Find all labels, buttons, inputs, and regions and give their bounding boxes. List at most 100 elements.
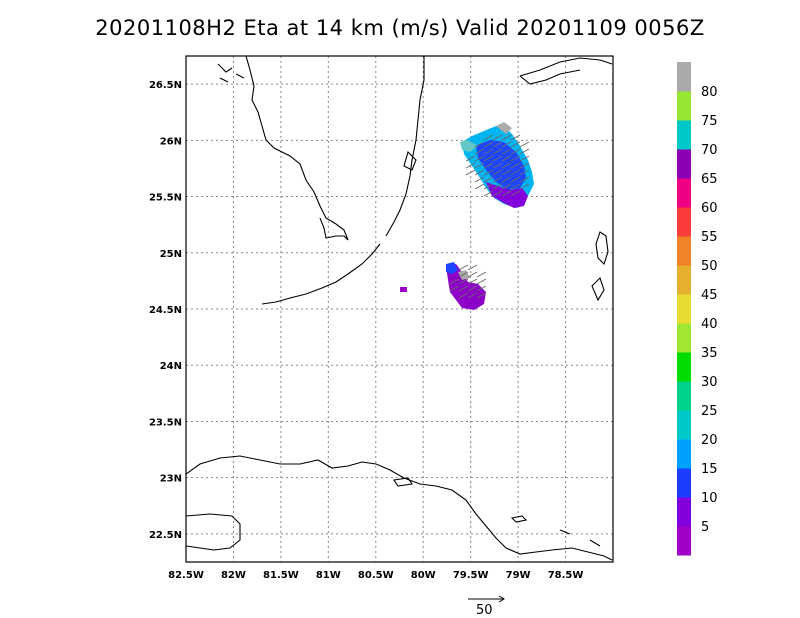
colorbar-label: 40 — [701, 317, 718, 332]
reference-vector-arrowhead — [498, 595, 505, 603]
wind-vector — [501, 162, 512, 169]
wind-vector — [449, 285, 460, 292]
wind-vector — [501, 155, 512, 162]
map-grid — [186, 56, 613, 562]
wind-vector — [492, 176, 503, 183]
wind-vector — [492, 155, 503, 162]
wind-vector — [519, 169, 530, 176]
colorbar: 5 10 15 20 25 30 35 40 45 50 55 60 65 70 75 80 — [677, 62, 718, 556]
wind-vector — [476, 278, 487, 285]
lat-tick-label: 25.5N — [149, 193, 182, 204]
wind-vector — [519, 141, 530, 148]
lat-tick-label: 23.5N — [149, 417, 182, 428]
wind-vector — [483, 169, 494, 176]
wind-vector — [458, 278, 469, 285]
colorbar-label: 55 — [701, 230, 718, 245]
wind-vector — [501, 141, 512, 148]
gulf-coast-marks — [217, 63, 245, 83]
wind-vector — [501, 134, 512, 141]
wind-vector — [483, 183, 494, 190]
wind-vector — [501, 183, 512, 190]
lon-tick-label: 82.5W — [168, 570, 204, 581]
wind-vector — [458, 285, 469, 292]
wind-vectors — [449, 134, 530, 299]
lat-tick-label: 25N — [160, 249, 182, 260]
wind-vector — [501, 176, 512, 183]
florida-coast — [245, 56, 349, 241]
wind-vector — [476, 292, 487, 299]
colorbar-segment — [677, 352, 691, 382]
colorbar-label: 60 — [701, 201, 718, 216]
lon-tick-label: 81W — [316, 570, 341, 581]
wind-vector — [483, 190, 494, 197]
colorbar-segment — [677, 294, 691, 324]
wind-spot-west — [400, 287, 407, 292]
wind-vector — [483, 155, 494, 162]
wind-vector — [483, 141, 494, 148]
wind-vector — [510, 134, 521, 141]
wind-vector — [465, 169, 476, 176]
lon-tick-label: 79W — [506, 570, 531, 581]
colorbar-segment — [677, 91, 691, 121]
wind-cluster-north-fringe — [496, 122, 512, 134]
andros-island — [595, 231, 609, 266]
colorbar-segment — [677, 323, 691, 353]
wind-vector — [510, 141, 521, 148]
colorbar-segment — [677, 236, 691, 266]
wind-vector — [492, 134, 503, 141]
colorbar-segment — [677, 207, 691, 237]
colorbar-segment — [677, 149, 691, 179]
wind-vector — [474, 141, 485, 148]
florida-keys — [261, 243, 381, 305]
wind-vector — [465, 155, 476, 162]
lon-tick-label: 80.5W — [358, 570, 394, 581]
lake-okeechobee — [403, 150, 417, 171]
wind-vector — [492, 190, 503, 197]
colorbar-segment — [677, 526, 691, 556]
colorbar-label: 25 — [701, 404, 718, 419]
wind-vector — [467, 278, 478, 285]
colorbar-label: 80 — [701, 85, 718, 100]
wind-vector — [483, 134, 494, 141]
wind-vector — [474, 176, 485, 183]
lon-tick-label: 81.5W — [263, 570, 299, 581]
colorbar-segment — [677, 178, 691, 208]
colorbar-segment — [677, 265, 691, 295]
wind-vector — [492, 148, 503, 155]
wind-vector — [449, 278, 460, 285]
wind-vector — [483, 162, 494, 169]
wind-vector — [458, 264, 469, 271]
lat-tick-label: 24.5N — [149, 305, 182, 316]
wind-vector — [465, 162, 476, 169]
wind-vector — [510, 148, 521, 155]
isle-of-youth — [186, 513, 241, 551]
wind-vector — [519, 162, 530, 169]
latitude-labels: 26.5N 26N 25.5N 25N 24.5N 24N 23.5N 23N 22.5N — [149, 80, 182, 541]
colorbar-segment — [677, 381, 691, 411]
colorbar-label: 15 — [701, 462, 718, 477]
colorbar-label: 5 — [701, 520, 709, 535]
colorbar-segment — [677, 120, 691, 150]
colorbar-segment — [677, 410, 691, 440]
wind-vector — [492, 162, 503, 169]
lon-tick-label: 78.5W — [548, 570, 584, 581]
coastlines — [186, 56, 613, 561]
colorbar-label: 45 — [701, 288, 718, 303]
wind-vector — [492, 141, 503, 148]
longitude-labels: 82.5W 82W 81.5W 81W 80.5W 80W 79.5W 79W 78.5W — [168, 570, 583, 581]
colorbar-segment — [677, 497, 691, 527]
reference-vector-label: 50 — [476, 603, 493, 618]
colorbar-label: 50 — [701, 259, 718, 274]
wind-vector — [467, 285, 478, 292]
wind-cluster-north-south — [486, 182, 528, 208]
cuba-cays — [393, 477, 601, 547]
wind-speed-shading — [400, 122, 534, 310]
wind-vector — [510, 190, 521, 197]
map-title: 20201108H2 Eta at 14 km (m/s) Valid 2020… — [95, 16, 705, 40]
wind-vector — [474, 155, 485, 162]
wind-vector — [476, 285, 487, 292]
colorbar-segment — [677, 468, 691, 498]
colorbar-label: 65 — [701, 172, 718, 187]
wind-vector — [458, 271, 469, 278]
